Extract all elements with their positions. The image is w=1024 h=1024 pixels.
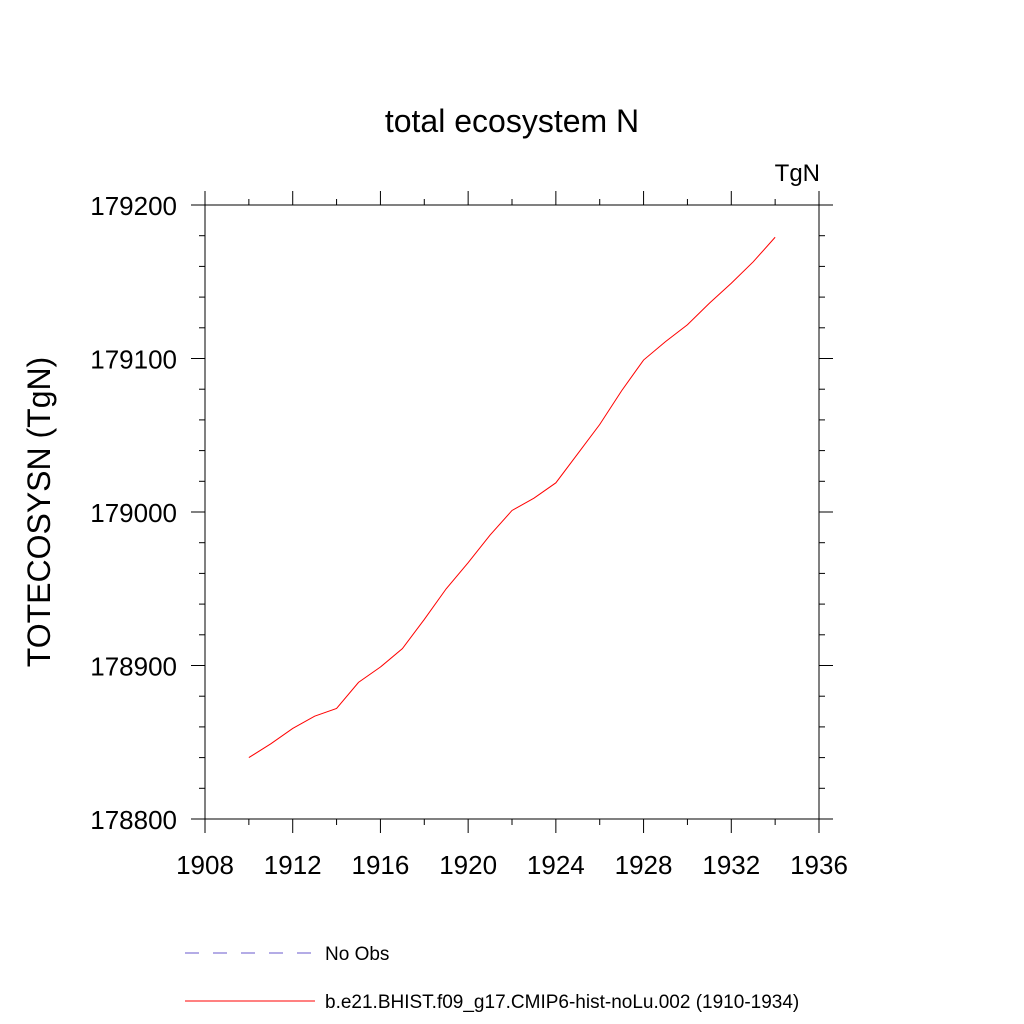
x-tick-label: 1924 — [527, 850, 585, 880]
x-tick-label: 1928 — [615, 850, 673, 880]
y-tick-label: 179200 — [90, 191, 177, 221]
y-axis-label: TOTECOSYSN (TgN) — [21, 357, 57, 668]
legend: No Obs b.e21.BHIST.f09_g17.CMIP6-hist-no… — [185, 944, 799, 1013]
x-axis-tick-labels: 1908 1912 1916 1920 1924 1928 1932 1936 — [176, 850, 848, 880]
chart-title: total ecosystem N — [385, 103, 639, 139]
legend-label-no-obs: No Obs — [325, 944, 389, 965]
x-tick-label: 1920 — [439, 850, 497, 880]
series-lines — [248, 236, 776, 759]
y-tick-label: 178800 — [90, 805, 177, 835]
series-line-0 — [248, 236, 776, 759]
legend-label-model: b.e21.BHIST.f09_g17.CMIP6-hist-noLu.002 … — [325, 992, 799, 1013]
units-label: TgN — [775, 160, 820, 187]
y-tick-label: 179000 — [90, 498, 177, 528]
y-axis-ticks — [191, 204, 833, 820]
x-tick-label: 1908 — [176, 850, 234, 880]
x-axis-ticks — [204, 191, 820, 833]
x-tick-label: 1912 — [264, 850, 322, 880]
y-axis-tick-labels: 178800 178900 179000 179100 179200 — [90, 191, 177, 835]
x-tick-label: 1932 — [702, 850, 760, 880]
plot-frame — [204, 204, 820, 820]
y-tick-label: 178900 — [90, 652, 177, 682]
x-tick-label: 1916 — [352, 850, 410, 880]
x-tick-label: 1936 — [790, 850, 848, 880]
y-tick-label: 179100 — [90, 345, 177, 375]
